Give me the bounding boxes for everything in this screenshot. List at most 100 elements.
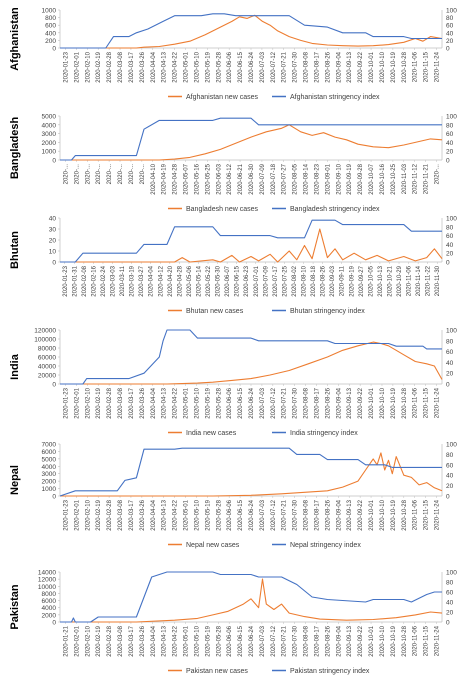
x-tick-label: 2020-11-24 <box>435 387 441 418</box>
x-tick-label: 2020-02-28 <box>107 51 113 82</box>
x-tick-label: 2020-11-06 <box>407 265 413 296</box>
legend-label: Afghanistan stringency index <box>290 94 380 101</box>
y-right-tick-label: 100 <box>446 328 457 335</box>
x-tick-label: 2020-07-21 <box>282 51 288 82</box>
series-line-stringency-index <box>60 13 442 49</box>
y-right-tick-label: 20 <box>446 371 454 378</box>
series-line-stringency-index <box>60 219 442 263</box>
y-left-tick-label: 100000 <box>34 337 56 344</box>
y-right-tick-label: 40 <box>446 30 454 37</box>
x-tick-label: 2020-08-10 <box>302 265 308 296</box>
x-tick-label: 2020-10-01 <box>369 387 375 418</box>
x-tick-label: 2020-11-03 <box>402 163 408 194</box>
x-tick-label: 2020-02-01 <box>74 51 80 82</box>
x-tick-label: 2020-06-15 <box>235 265 241 296</box>
x-tick-label: 2020-06-24 <box>249 625 255 656</box>
x-tick-label: 2020-07-03 <box>260 625 266 656</box>
x-tick-label: 2020-11-24 <box>435 51 441 82</box>
x-tick-label: 2020-03-17 <box>129 387 135 418</box>
y-right-tick-label: 0 <box>446 620 450 627</box>
x-tick-label: 2020-09-04 <box>336 625 342 656</box>
x-tick-label: 2020-10-19 <box>391 625 397 656</box>
y-right-tick-label: 20 <box>446 610 454 617</box>
x-tick-label: 2020-11-30 <box>435 265 441 296</box>
y-right-tick-label: 100 <box>446 216 457 223</box>
y-left-tick-label: 0 <box>52 46 56 53</box>
y-left-tick-label: 8000 <box>42 591 57 598</box>
y-left-tick-label: 30 <box>49 227 57 234</box>
y-left-tick-label: 10000 <box>38 584 56 591</box>
x-tick-label: 2020-02-01 <box>74 625 80 656</box>
x-tick-label: 2020-05-07 <box>184 163 190 194</box>
x-tick-label: 2020-02-24 <box>101 265 107 296</box>
x-tick-label: 2020-07-12 <box>271 625 277 656</box>
y-left-tick-label: 3000 <box>42 131 57 138</box>
x-tick-label: 2020-05-01 <box>184 387 190 418</box>
y-right-tick-label: 0 <box>446 158 450 165</box>
x-tick-label: 2020-02-10 <box>85 387 91 418</box>
x-tick-label: 2020-11-22 <box>426 265 432 296</box>
series-line-new-cases <box>60 452 443 497</box>
x-tick-label: 2020-09-13 <box>347 625 353 656</box>
x-tick-label: 2020-10-07 <box>369 163 375 194</box>
x-tick-label: 2020-06-24 <box>249 499 255 530</box>
x-tick-label: 2020-08-02 <box>292 265 298 296</box>
y-left-tick-label: 7000 <box>42 442 57 449</box>
x-tick-label: 2020-10-19 <box>391 499 397 530</box>
y-left-tick-label: 80000 <box>38 346 56 353</box>
x-tick-label: 2020-11-15 <box>424 387 430 418</box>
x-tick-label: 2020-... <box>129 164 135 185</box>
y-left-tick-label: 60000 <box>38 355 56 362</box>
legend-label: Bangladesh new cases <box>186 206 258 213</box>
y-right-tick-label: 40 <box>446 473 454 480</box>
x-tick-label: 2020-04-20 <box>168 265 174 296</box>
x-tick-label: 2020-11-15 <box>424 625 430 656</box>
series-line-stringency-index <box>59 447 442 497</box>
x-tick-label: 2020-03-11 <box>120 265 126 296</box>
x-tick-label: 2020-08-26 <box>325 387 331 418</box>
x-tick-label: 2020-11-12 <box>413 163 419 194</box>
x-tick-label: 2020-10-10 <box>380 387 386 418</box>
y-left-tick-label: 4000 <box>42 122 57 129</box>
x-tick-label: 2020-08-08 <box>304 625 310 656</box>
x-tick-label: 2020-05-25 <box>205 163 211 194</box>
x-tick-label: 2020-07-12 <box>271 387 277 418</box>
y-left-tick-label: 200 <box>45 38 56 45</box>
x-tick-label: 2020-09-13 <box>347 499 353 530</box>
y-right-tick-label: 0 <box>446 494 450 501</box>
x-tick-label: 2020-11-14 <box>416 265 422 296</box>
y-right-tick-label: 0 <box>446 46 450 53</box>
x-tick-label: 2020-10-01 <box>369 625 375 656</box>
x-tick-label: 2020-03-08 <box>118 51 124 82</box>
x-tick-label: 2020-02-28 <box>107 499 113 530</box>
x-tick-label: 2020-05-01 <box>184 51 190 82</box>
x-tick-label: 2020-... <box>107 164 113 185</box>
x-tick-label: 2020-08-17 <box>314 51 320 82</box>
x-tick-label: 2020-03-17 <box>129 499 135 530</box>
x-tick-label: 2020-06-03 <box>216 163 222 194</box>
x-tick-label: 2020-11-15 <box>424 499 430 530</box>
x-tick-label: 2020-06-06 <box>227 387 233 418</box>
x-tick-label: 2020-04-04 <box>151 51 157 82</box>
legend-label: Afghanistan new cases <box>186 94 258 101</box>
x-tick-label: 2020-10-10 <box>380 51 386 82</box>
x-tick-label: 2020-06-15 <box>238 625 244 656</box>
x-tick-label: 2020-05-10 <box>194 387 200 418</box>
chart-panel-nepal: Nepal01000200030004000500060007000020406… <box>9 442 457 550</box>
x-tick-label: 2020-09-03 <box>330 265 336 296</box>
x-tick-label: 2020-01-23 <box>63 499 69 530</box>
x-tick-label: 2020-06-15 <box>238 499 244 530</box>
x-tick-label: 2020-05-10 <box>194 625 200 656</box>
x-tick-label: 2020-07-01 <box>254 265 260 296</box>
x-tick-label: 2020-02-19 <box>96 51 102 82</box>
x-tick-label: 2020-07-09 <box>260 163 266 194</box>
x-tick-label: 2020-09-22 <box>358 387 364 418</box>
x-tick-label: 2020-07-30 <box>293 387 299 418</box>
x-tick-label: 2020-03-27 <box>139 265 145 296</box>
x-tick-label: 2020-06-23 <box>244 265 250 296</box>
x-tick-label: 2020-09-22 <box>358 499 364 530</box>
x-tick-label: 2020-09-22 <box>358 625 364 656</box>
x-tick-label: 2020-07-25 <box>282 265 288 296</box>
country-label: Bangladesh <box>9 117 21 180</box>
